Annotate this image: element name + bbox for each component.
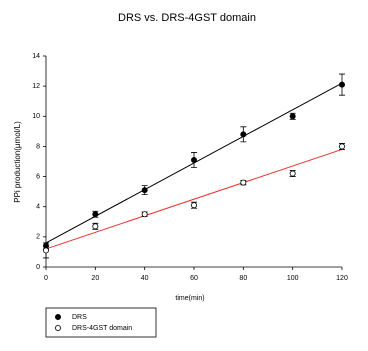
y-tick-label: 0	[36, 264, 40, 271]
y-tick-label: 8	[36, 143, 40, 150]
y-tick-label: 12	[32, 83, 40, 90]
legend-label: DRS	[72, 314, 87, 321]
legend-box	[45, 307, 157, 338]
legend-label: DRS-4GST domain	[72, 325, 132, 332]
y-axis-label: PPi production(μmol/L)	[13, 121, 22, 203]
x-tick-label: 0	[44, 275, 48, 282]
x-tick-label: 40	[141, 275, 149, 282]
point	[190, 202, 197, 209]
x-axis-label: time(min)	[175, 295, 204, 302]
x-tick-label: 120	[336, 275, 348, 282]
legend-marker	[55, 313, 62, 320]
point	[141, 187, 148, 194]
point	[141, 211, 148, 218]
point	[92, 211, 99, 218]
point	[43, 247, 50, 254]
y-tick-label: 4	[36, 204, 40, 211]
chart-title: DRS vs. DRS-4GST domain	[118, 12, 256, 24]
legend-marker	[55, 324, 62, 331]
point	[240, 179, 247, 186]
x-tick-label: 100	[287, 275, 299, 282]
y-tick-label: 10	[32, 113, 40, 120]
point	[338, 81, 345, 88]
point	[190, 156, 197, 163]
point	[289, 170, 296, 177]
y-tick-label: 14	[32, 53, 40, 60]
point	[240, 131, 247, 138]
y-tick-label: 6	[36, 173, 40, 180]
y-tick-label: 2	[36, 234, 40, 241]
point	[289, 113, 296, 120]
x-tick-label: 80	[239, 275, 247, 282]
point	[92, 223, 99, 230]
x-tick-label: 20	[91, 275, 99, 282]
x-tick-label: 60	[190, 275, 198, 282]
fit-line	[45, 148, 343, 250]
point	[338, 143, 345, 150]
